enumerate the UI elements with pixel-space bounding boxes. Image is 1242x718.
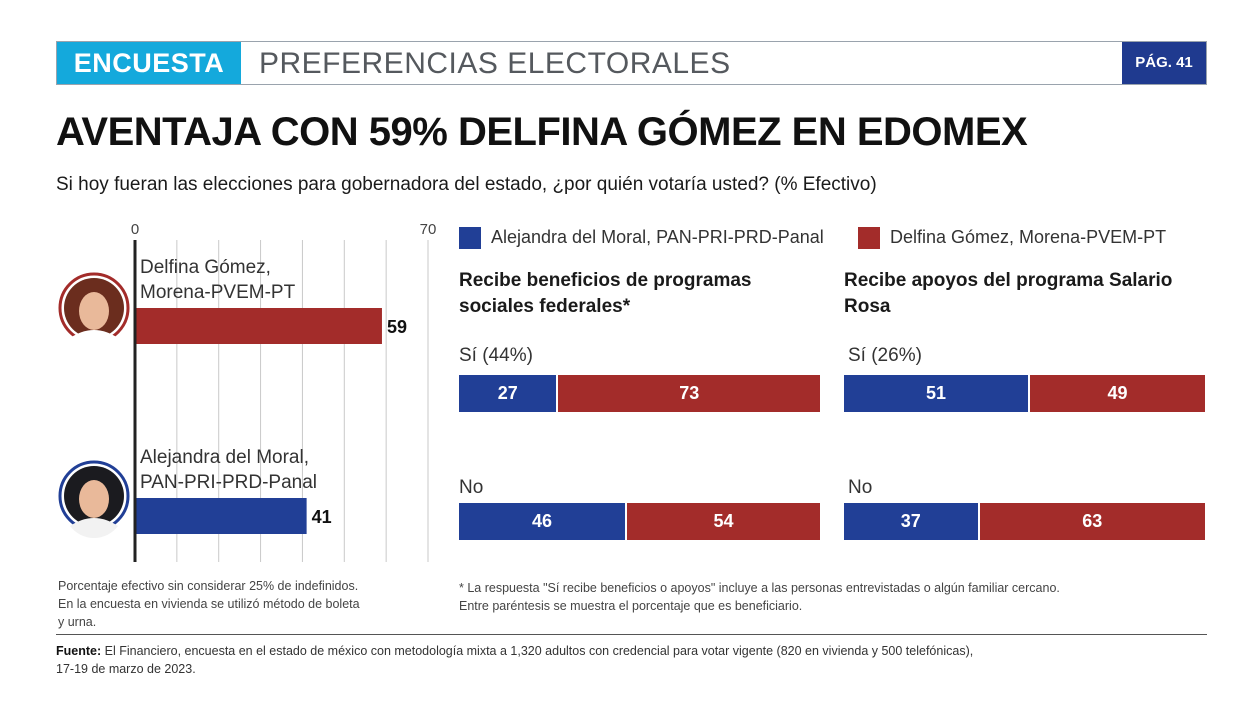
candidate-shoulders <box>70 330 118 350</box>
footnote-line: Entre paréntesis se muestra el porcentaj… <box>459 599 803 613</box>
bar-segment-del-moral: 51 <box>844 375 1029 412</box>
candidate-face <box>79 480 109 518</box>
legend: Alejandra del Moral, PAN-PRI-PRD-Panal D… <box>459 226 1219 252</box>
source-label: Fuente: <box>56 644 102 658</box>
footnote-line: En la encuesta en vivienda se utilizó mé… <box>58 597 360 611</box>
candidate-label: Alejandra del Moral, <box>140 447 309 468</box>
bar-segment-gomez: 63 <box>977 503 1205 540</box>
bar-segment-gomez: 54 <box>625 503 820 540</box>
candidate-label: Delfina Gómez, <box>140 257 271 278</box>
row-label-no: No <box>848 477 873 498</box>
bar-value-label: 41 <box>312 507 332 527</box>
row-label-si: Sí (44%) <box>459 345 533 366</box>
bar-segment-gomez: 49 <box>1028 375 1205 412</box>
footnote-line: * La respuesta "Sí recibe beneficios o a… <box>459 581 1060 595</box>
page-number-badge: PÁG. 41 <box>1122 42 1206 84</box>
vote-intention-chart: 0 70 Delfina Gómez, Morena-PVEM-PT 59 Alejand… <box>58 221 436 562</box>
legend-swatch-blue <box>459 227 481 249</box>
source-date: 17-19 de marzo de 2023. <box>56 662 196 676</box>
panel-title-programas-sociales: Recibe beneficios de programas sociales … <box>459 270 752 317</box>
stacked-bar-no: 37 63 <box>844 503 1205 540</box>
candidate-face <box>79 292 109 330</box>
tick-label: 70 <box>420 221 436 238</box>
section-header: ENCUESTA PREFERENCIAS ELECTORALES PÁG. 4… <box>56 41 1207 85</box>
stacked-bar-si: 51 49 <box>844 375 1205 412</box>
legend-label-blue: Alejandra del Moral, PAN-PRI-PRD-Panal <box>491 227 824 247</box>
divider <box>56 634 1207 635</box>
stacked-bar-no: 46 54 <box>459 503 820 540</box>
left-footnote: Porcentaje efectivo sin considerar 25% d… <box>58 577 428 631</box>
footnote-line: Porcentaje efectivo sin considerar 25% d… <box>58 579 359 593</box>
footnote-line: y urna. <box>58 615 97 629</box>
bar-segment-gomez: 73 <box>556 375 820 412</box>
bar-segment-del-moral: 46 <box>459 503 626 540</box>
legend-label-red: Delfina Gómez, Morena-PVEM-PT <box>890 227 1167 247</box>
legend-swatch-red <box>858 227 880 249</box>
right-footnote: * La respuesta "Sí recibe beneficios o a… <box>459 579 1199 615</box>
stacked-bar-si: 27 73 <box>459 375 820 412</box>
panel-title-salario-rosa: Recibe apoyos del programa Salario Rosa <box>844 270 1173 317</box>
row-label-no: No <box>459 477 484 498</box>
bar-value-label: 59 <box>387 317 407 337</box>
bar <box>135 308 382 344</box>
bar <box>135 498 307 534</box>
source-text: El Financiero, encuesta en el estado de … <box>104 644 974 658</box>
tick-label: 0 <box>131 221 139 238</box>
candidate-shoulders <box>70 518 118 538</box>
source-note: Fuente: El Financiero, encuesta en el es… <box>56 642 1156 678</box>
bar-segment-del-moral: 27 <box>459 375 557 412</box>
candidate-label: PAN-PRI-PRD-Panal <box>140 472 317 493</box>
survey-question: Si hoy fueran las elecciones para gobern… <box>56 174 877 195</box>
row-label-si: Sí (26%) <box>848 345 922 366</box>
headline: AVENTAJA CON 59% DELFINA GÓMEZ EN EDOMEX <box>56 110 1028 154</box>
candidate-label: Morena-PVEM-PT <box>140 282 296 303</box>
bar-segment-del-moral: 37 <box>844 503 978 540</box>
section-topic: PREFERENCIAS ELECTORALES <box>259 47 731 80</box>
section-tag: ENCUESTA <box>57 42 241 84</box>
